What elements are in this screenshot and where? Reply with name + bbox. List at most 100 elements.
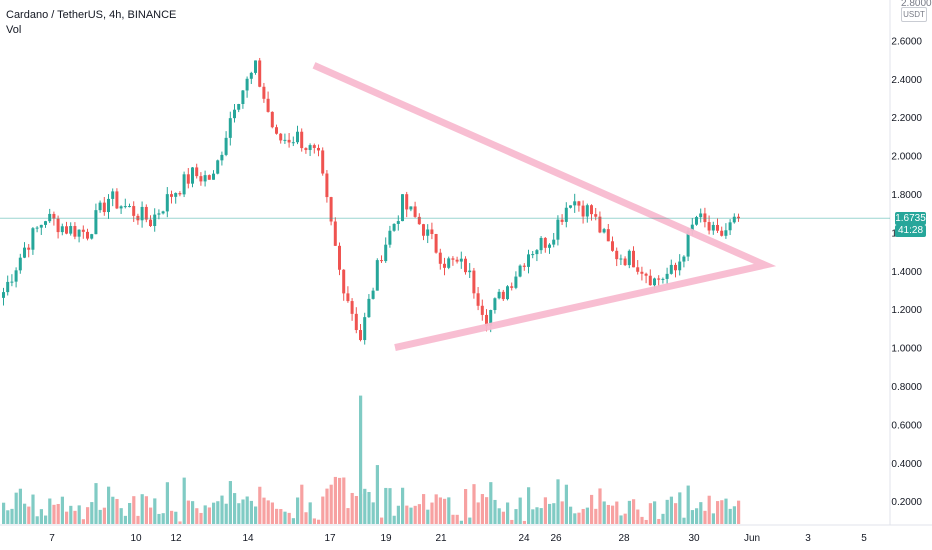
volume-bar — [623, 513, 627, 524]
time-tick-label: 14 — [242, 533, 254, 544]
candle-body — [77, 229, 81, 237]
volume-bar — [493, 499, 497, 524]
volume-bar — [527, 487, 531, 524]
candle-body — [371, 290, 375, 299]
candle-body — [279, 133, 283, 141]
candle-body — [581, 205, 585, 217]
volume-bar — [98, 509, 102, 524]
price-tick-label: 2.4000 — [891, 75, 922, 86]
candle-body — [430, 229, 434, 235]
time-tick-label: Jun — [744, 533, 760, 544]
volume-bar — [451, 514, 455, 524]
price-tick-label: 0.6000 — [891, 420, 922, 431]
price-tick-label: 1.2000 — [891, 305, 922, 316]
volume-bar — [611, 505, 615, 524]
volume-label: Vol — [6, 24, 22, 36]
volume-bar — [275, 508, 279, 524]
candle-body — [443, 263, 446, 268]
volume-bar — [396, 505, 400, 524]
candle-body — [653, 278, 656, 286]
time-tick-label: 7 — [49, 533, 55, 544]
candle-body — [405, 194, 409, 210]
candle-body — [10, 281, 14, 283]
volume-bar — [6, 510, 10, 524]
candle-body — [375, 260, 379, 291]
candle-body — [594, 214, 598, 217]
volume-bar — [136, 515, 140, 524]
volume-bar — [539, 508, 543, 524]
volume-bar — [102, 507, 106, 524]
volume-bar — [224, 503, 228, 524]
candle-body — [665, 273, 669, 279]
volume-bar — [480, 494, 484, 524]
volume-bar — [644, 519, 648, 524]
candle-body — [686, 230, 690, 257]
candle-body — [86, 231, 89, 239]
candle-body — [228, 118, 232, 138]
volume-bar — [636, 509, 640, 524]
volume-bar — [438, 497, 442, 524]
candle-body — [81, 229, 85, 232]
candle-body — [18, 257, 22, 271]
candle-body — [707, 222, 711, 231]
candle-body — [144, 206, 148, 220]
candle-body — [136, 215, 140, 221]
candle-body — [543, 237, 547, 248]
candle-body — [203, 175, 207, 182]
volume-bar — [48, 498, 52, 524]
volume-bar — [216, 501, 220, 524]
candle-body — [153, 214, 157, 227]
candle-body — [564, 207, 568, 222]
volume-bar — [149, 507, 153, 524]
volume-bar — [195, 508, 199, 524]
volume-bar — [569, 506, 573, 524]
volume-bar — [94, 483, 98, 524]
candle-body — [451, 258, 455, 260]
volume-bar — [375, 465, 379, 524]
volume-bar — [279, 509, 283, 524]
currency-button[interactable]: USDT — [901, 7, 927, 22]
candle-body — [619, 258, 623, 260]
volume-bar — [556, 479, 560, 524]
volume-bar — [128, 503, 132, 524]
candle-body — [699, 213, 703, 218]
volume-bar — [153, 498, 157, 524]
volume-bar — [304, 512, 308, 524]
volume-bar — [665, 499, 669, 524]
candle-body — [632, 250, 635, 268]
candle-body — [23, 247, 26, 258]
candle-body — [737, 216, 740, 219]
volume-bar — [329, 484, 333, 524]
volume-bar — [350, 492, 354, 524]
candle-body — [107, 198, 110, 213]
volume-bar — [585, 507, 589, 524]
price-tick-label: 1.0000 — [891, 344, 922, 355]
volume-bar — [300, 484, 304, 524]
price-tick-label: 2.2000 — [891, 113, 922, 124]
volume-bar — [60, 496, 64, 524]
volume-bar — [191, 501, 195, 524]
candle-body — [716, 224, 719, 231]
volume-bar — [291, 518, 295, 524]
volume-bar — [287, 512, 291, 524]
time-tick-label: 26 — [550, 533, 562, 544]
candle-body — [573, 201, 577, 206]
price-tick-label: 0.4000 — [891, 459, 922, 470]
volume-bar — [27, 506, 31, 524]
candle-body — [182, 174, 186, 195]
volume-bar — [342, 477, 346, 524]
candle-body — [241, 90, 245, 104]
volume-bar — [388, 488, 392, 524]
volume-bar — [270, 502, 274, 524]
volume-bar — [472, 484, 476, 524]
candle-body — [527, 254, 530, 267]
volume-bar — [720, 500, 724, 524]
candle-body — [417, 216, 421, 225]
volume-bar — [703, 510, 707, 524]
volume-bar — [10, 508, 14, 524]
candle-body — [510, 286, 514, 288]
candle-body — [644, 273, 648, 276]
candle-body — [661, 278, 665, 280]
